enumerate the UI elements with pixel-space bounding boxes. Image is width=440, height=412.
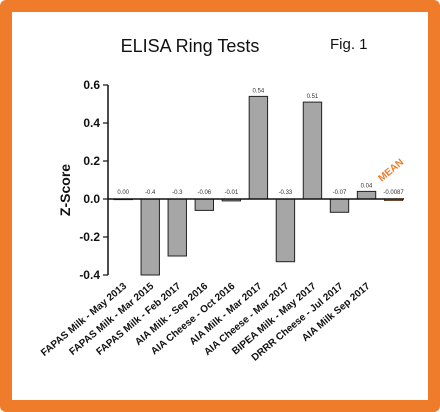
bar: [356, 190, 377, 200]
bar: [140, 198, 160, 276]
data-label: -0.01: [224, 190, 238, 196]
y-tick-label: -0.2: [79, 230, 100, 244]
bar: [167, 198, 187, 257]
data-labels: 0.00 -0.4 -0.3 -0.06 -0.01 0.54 -0.33 0.51 -0.07…: [117, 88, 404, 196]
bar-chart: ELISA Ring Tests Fig. 1 Z-Score -0.4 -0.2…: [39, 36, 406, 364]
mean-label: MEAN: [376, 157, 406, 184]
bar: [329, 198, 350, 213]
bar: [275, 198, 296, 263]
bar: [194, 198, 214, 211]
data-label: -0.0087: [383, 190, 404, 196]
y-tick-label: 0.4: [83, 116, 100, 130]
data-label: -0.07: [333, 190, 347, 196]
y-axis-label: Z-Score: [57, 164, 73, 216]
bar: [302, 101, 323, 200]
bar: [248, 95, 269, 200]
data-label: 0.04: [361, 183, 373, 189]
data-label: -0.06: [197, 190, 211, 196]
data-label: 0.51: [307, 94, 319, 100]
data-label: 0.54: [253, 88, 265, 94]
data-label: -0.3: [172, 190, 183, 196]
y-tick-label: -0.4: [79, 268, 100, 282]
chart-title: ELISA Ring Tests: [121, 36, 260, 56]
data-label: -0.33: [279, 190, 293, 196]
y-tick-label: 0.2: [83, 154, 100, 168]
bars: [108, 95, 404, 276]
chart-area: ELISA Ring Tests Fig. 1 Z-Score -0.4 -0.2…: [12, 12, 428, 400]
y-axis: -0.4 -0.2 0.0 0.2 0.4 0.6: [79, 78, 109, 282]
data-label: 0.00: [117, 190, 129, 196]
y-tick-label: 0.6: [83, 78, 100, 92]
figure-label: Fig. 1: [330, 36, 368, 53]
y-tick-label: 0.0: [83, 192, 100, 206]
data-label: -0.4: [145, 190, 156, 196]
